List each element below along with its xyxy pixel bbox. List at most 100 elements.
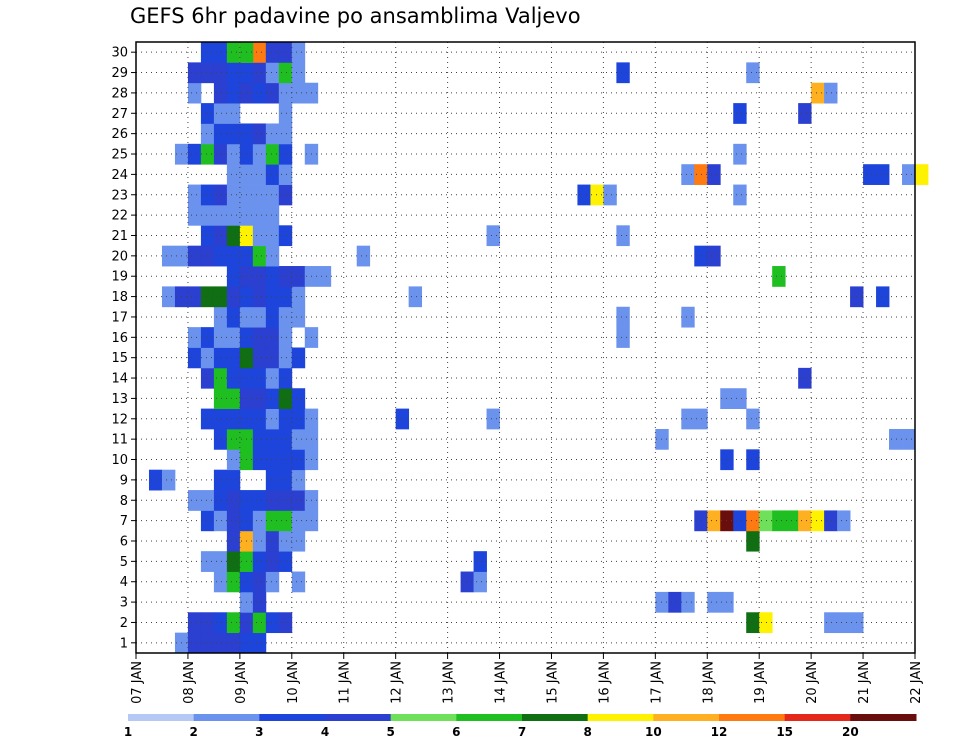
heatmap-cell [252, 286, 267, 308]
heatmap-cell [291, 490, 306, 511]
colorbar-swatch [522, 714, 589, 721]
y-tick-label: 16 [111, 331, 128, 346]
y-tick-label: 13 [111, 392, 128, 407]
colorbar-swatch [850, 714, 917, 721]
heatmap-cell [226, 266, 241, 287]
y-tick-label: 5 [120, 555, 128, 570]
heatmap-cell [252, 123, 267, 145]
heatmap-cell [226, 469, 241, 491]
heatmap-cell [252, 490, 267, 511]
colorbar-label: 7 [518, 725, 526, 739]
heatmap-cell [213, 225, 228, 247]
heatmap-cell [681, 591, 695, 613]
heatmap-cell [278, 612, 293, 634]
heatmap-cell [187, 632, 202, 654]
heatmap-cell [473, 551, 487, 572]
heatmap-cell [187, 490, 202, 511]
heatmap-cell [200, 204, 215, 226]
heatmap-cell [213, 388, 228, 409]
colorbar-label: 5 [386, 725, 394, 739]
x-tick-label: 22 JAN [909, 661, 924, 704]
x-tick-label: 07 JAN [130, 661, 145, 704]
heatmap-cell [278, 551, 293, 572]
y-tick-label: 12 [111, 412, 128, 427]
heatmap-cell [278, 225, 293, 247]
heatmap-cell [265, 571, 280, 593]
heatmap-cell [278, 286, 293, 308]
heatmap-cell [252, 551, 267, 572]
heatmap-cell [226, 164, 241, 185]
x-tick-label: 14 JAN [494, 661, 509, 704]
heatmap-cell [265, 408, 280, 430]
heatmap-cell [746, 510, 760, 532]
heatmap-cell [187, 204, 202, 226]
x-tick-label: 18 JAN [701, 661, 716, 704]
heatmap-cell [616, 225, 630, 247]
heatmap-cell [291, 510, 306, 532]
heatmap-cell [291, 266, 306, 287]
heatmap-cell [200, 551, 215, 572]
heatmap-cell [824, 612, 838, 634]
y-tick-label: 1 [120, 636, 128, 651]
heatmap-cell [278, 42, 293, 63]
heatmap-cell [200, 367, 215, 389]
x-tick-label: 15 JAN [545, 661, 560, 704]
heatmap-cell [265, 449, 280, 471]
heatmap-cell [187, 143, 202, 165]
heatmap-cell [226, 551, 241, 572]
heatmap-cell [265, 428, 280, 450]
heatmap-cell [213, 62, 228, 84]
heatmap-cell [902, 164, 916, 185]
heatmap-cell [460, 571, 474, 593]
heatmap-cell [291, 62, 306, 84]
heatmap-cell [252, 367, 267, 389]
heatmap-cell [252, 42, 267, 63]
heatmap-cell [265, 367, 280, 389]
heatmap-cell [265, 551, 280, 572]
heatmap-cell [265, 245, 280, 267]
heatmap-cell [902, 428, 916, 450]
colorbar-swatch [259, 714, 326, 721]
heatmap-cell [278, 490, 293, 511]
heatmap-cell [668, 591, 682, 613]
y-tick-label: 22 [111, 209, 128, 224]
x-tick-label: 08 JAN [182, 661, 197, 704]
y-tick-label: 25 [111, 148, 128, 163]
y-tick-label: 17 [111, 310, 128, 325]
y-tick-label: 3 [120, 596, 128, 611]
heatmap-cell [226, 82, 241, 104]
heatmap-cell [226, 347, 241, 369]
heatmap-cell [733, 510, 747, 532]
heatmap-cell [252, 347, 267, 369]
y-tick-label: 11 [111, 433, 128, 448]
heatmap-cell [707, 245, 721, 267]
heatmap-cell [213, 82, 228, 104]
heatmap-cell [252, 82, 267, 104]
heatmap-cell [265, 347, 280, 369]
heatmap-cell [291, 428, 306, 450]
heatmap-cell [603, 184, 617, 206]
heatmap-cell [616, 62, 630, 84]
heatmap-cell [265, 388, 280, 409]
heatmap-cell [837, 612, 851, 634]
heatmap-cell [265, 143, 280, 165]
heatmap-cell [265, 42, 280, 63]
heatmap-cell [200, 490, 215, 511]
x-tick-label: 19 JAN [753, 661, 768, 704]
heatmap-cell [252, 204, 267, 226]
heatmap-cell [252, 388, 267, 409]
heatmap-cell [226, 143, 241, 165]
heatmap-cell [226, 245, 241, 267]
heatmap-cell [252, 184, 267, 206]
y-tick-label: 29 [111, 66, 128, 81]
heatmap-cell [291, 388, 306, 409]
heatmap-cell [213, 571, 228, 593]
heatmap-cell [746, 612, 760, 634]
heatmap-cell [252, 591, 267, 613]
heatmap-cell [889, 428, 903, 450]
heatmap-cell [187, 327, 202, 348]
heatmap-cell [265, 225, 280, 247]
heatmap-cell [590, 184, 604, 206]
colorbar-label: 12 [711, 725, 728, 739]
heatmap-cell [187, 82, 202, 104]
